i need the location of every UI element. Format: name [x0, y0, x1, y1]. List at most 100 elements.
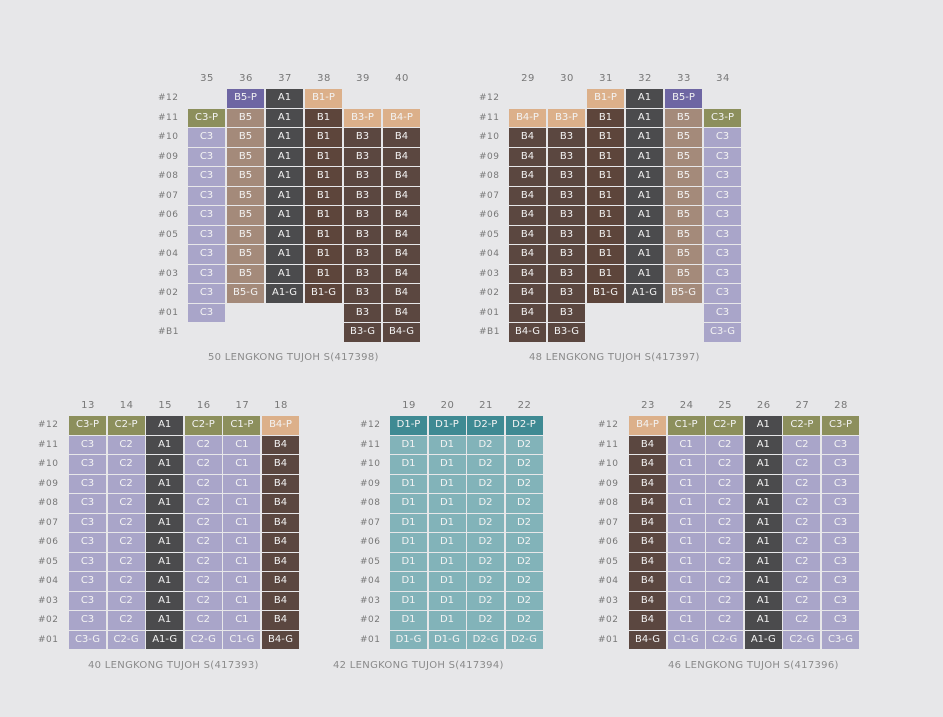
unit-cell[interactable]: B5-G [665, 284, 702, 303]
unit-cell[interactable]: C2-P [184, 416, 222, 435]
unit-cell[interactable]: B1-P [587, 89, 624, 108]
unit-cell[interactable]: D2-G [467, 630, 504, 649]
unit-cell[interactable]: C2 [706, 513, 744, 532]
unit-cell[interactable]: C3 [704, 206, 741, 225]
unit-cell[interactable]: A1 [266, 108, 303, 127]
unit-cell[interactable]: B4-G [383, 323, 420, 342]
unit-cell[interactable]: C3-G [704, 323, 741, 342]
unit-cell[interactable]: D2 [467, 494, 504, 513]
unit-cell[interactable]: C3 [704, 225, 741, 244]
unit-cell[interactable]: C1 [667, 611, 705, 630]
unit-cell[interactable]: C1 [223, 533, 261, 552]
unit-cell[interactable]: D2-P [505, 416, 543, 435]
unit-cell[interactable]: B1 [587, 167, 624, 186]
unit-cell[interactable]: D2 [505, 533, 543, 552]
unit-cell[interactable]: C2 [184, 572, 222, 591]
unit-cell[interactable]: B4 [383, 128, 420, 147]
unit-cell[interactable]: C3 [188, 147, 225, 166]
unit-cell[interactable]: B3 [344, 167, 381, 186]
unit-cell[interactable]: B3 [344, 147, 381, 166]
unit-cell[interactable]: C3 [69, 572, 106, 591]
unit-cell[interactable]: C3 [704, 264, 741, 283]
unit-cell[interactable]: C3 [188, 303, 225, 322]
unit-cell[interactable]: B1 [305, 167, 342, 186]
unit-cell[interactable]: B1 [587, 264, 624, 283]
unit-cell[interactable]: B1 [305, 225, 342, 244]
unit-cell[interactable]: D2 [505, 513, 543, 532]
unit-cell[interactable]: A1 [266, 225, 303, 244]
unit-cell[interactable]: D2-G [505, 630, 543, 649]
unit-cell[interactable]: C3 [69, 611, 106, 630]
unit-cell[interactable]: B1 [587, 108, 624, 127]
unit-cell[interactable]: C2 [107, 572, 145, 591]
unit-cell[interactable]: C2 [783, 513, 821, 532]
unit-cell[interactable]: C2 [706, 533, 744, 552]
unit-cell[interactable]: C2 [706, 455, 744, 474]
unit-cell[interactable]: A1 [146, 591, 184, 610]
unit-cell[interactable]: C2 [184, 455, 222, 474]
unit-cell[interactable]: C3 [188, 245, 225, 264]
unit-cell[interactable]: B4 [629, 611, 666, 630]
unit-cell[interactable]: A1 [626, 264, 663, 283]
unit-cell[interactable]: C2 [107, 533, 145, 552]
unit-cell[interactable]: D1 [428, 611, 466, 630]
unit-cell[interactable]: D2-P [467, 416, 504, 435]
unit-cell[interactable]: D1 [428, 435, 466, 454]
unit-cell[interactable]: A1 [626, 186, 663, 205]
unit-cell[interactable]: C1-P [667, 416, 705, 435]
unit-cell[interactable]: B1 [305, 108, 342, 127]
unit-cell[interactable]: C3 [188, 167, 225, 186]
unit-cell[interactable]: B3 [344, 245, 381, 264]
unit-cell[interactable]: B5-P [227, 89, 264, 108]
unit-cell[interactable]: C1 [223, 552, 261, 571]
unit-cell[interactable]: C3-P [822, 416, 859, 435]
unit-cell[interactable]: B1 [305, 206, 342, 225]
unit-cell[interactable]: D1 [390, 572, 427, 591]
unit-cell[interactable]: C1 [667, 435, 705, 454]
unit-cell[interactable]: C2 [706, 435, 744, 454]
unit-cell[interactable]: B1-G [305, 284, 342, 303]
unit-cell[interactable]: C2 [783, 435, 821, 454]
unit-cell[interactable]: C1 [223, 455, 261, 474]
unit-cell[interactable]: A1-G [146, 630, 184, 649]
unit-cell[interactable]: B4 [262, 611, 299, 630]
unit-cell[interactable]: C2-G [783, 630, 821, 649]
unit-cell[interactable]: B4 [629, 474, 666, 493]
unit-cell[interactable]: D2 [505, 474, 543, 493]
unit-cell[interactable]: B3 [344, 303, 381, 322]
unit-cell[interactable]: C3 [822, 474, 859, 493]
unit-cell[interactable]: B5 [665, 147, 702, 166]
unit-cell[interactable]: B4 [629, 533, 666, 552]
unit-cell[interactable]: C1 [223, 435, 261, 454]
unit-cell[interactable]: D1 [390, 435, 427, 454]
unit-cell[interactable]: C3 [188, 284, 225, 303]
unit-cell[interactable]: A1 [266, 128, 303, 147]
unit-cell[interactable]: B4-P [383, 108, 420, 127]
unit-cell[interactable]: B4 [629, 572, 666, 591]
unit-cell[interactable]: B3 [344, 284, 381, 303]
unit-cell[interactable]: A1 [626, 128, 663, 147]
unit-cell[interactable]: D1 [428, 533, 466, 552]
unit-cell[interactable]: A1 [744, 435, 782, 454]
unit-cell[interactable]: B3 [344, 206, 381, 225]
unit-cell[interactable]: B4 [383, 186, 420, 205]
unit-cell[interactable]: B3 [548, 206, 585, 225]
unit-cell[interactable]: C3 [69, 494, 106, 513]
unit-cell[interactable]: B1 [587, 245, 624, 264]
unit-cell[interactable]: B5 [227, 108, 264, 127]
unit-cell[interactable]: C1 [667, 474, 705, 493]
unit-cell[interactable]: C2 [107, 435, 145, 454]
unit-cell[interactable]: D2 [467, 513, 504, 532]
unit-cell[interactable]: A1 [744, 611, 782, 630]
unit-cell[interactable]: B4 [509, 284, 546, 303]
unit-cell[interactable]: C3 [822, 513, 859, 532]
unit-cell[interactable]: B1 [305, 147, 342, 166]
unit-cell[interactable]: B4 [629, 591, 666, 610]
unit-cell[interactable]: B1 [305, 264, 342, 283]
unit-cell[interactable]: B5-G [227, 284, 264, 303]
unit-cell[interactable]: A1 [266, 167, 303, 186]
unit-cell[interactable]: B4 [383, 264, 420, 283]
unit-cell[interactable]: C2-P [107, 416, 145, 435]
unit-cell[interactable]: B5 [665, 225, 702, 244]
unit-cell[interactable]: B4 [383, 206, 420, 225]
